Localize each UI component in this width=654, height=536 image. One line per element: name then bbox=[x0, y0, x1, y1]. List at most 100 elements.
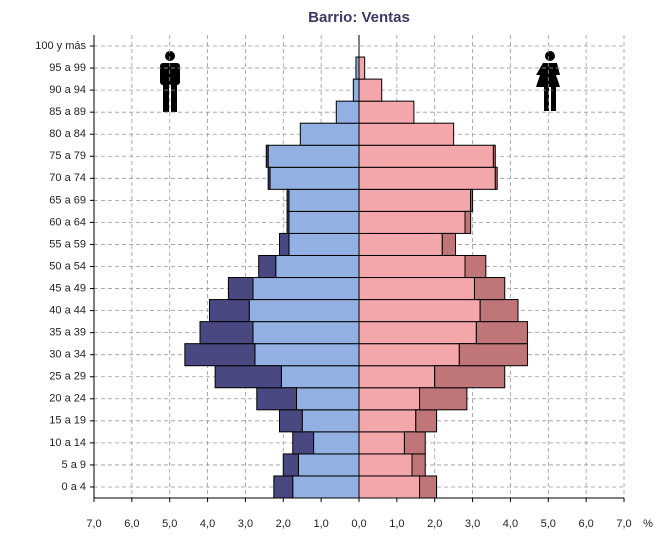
x-tick-label: 3,0 bbox=[238, 518, 253, 530]
bar bbox=[419, 387, 468, 411]
y-tick-label: 100 y más bbox=[35, 40, 86, 52]
x-tick-label: 4,0 bbox=[503, 518, 518, 530]
bar bbox=[358, 210, 466, 234]
male-icon bbox=[160, 51, 180, 112]
bar bbox=[282, 453, 299, 477]
bar bbox=[358, 56, 366, 80]
bar bbox=[358, 100, 415, 124]
y-tick-label: 0 a 4 bbox=[62, 481, 86, 493]
female-icon bbox=[536, 51, 560, 111]
y-tick-label: 25 a 29 bbox=[49, 371, 86, 383]
bar bbox=[208, 299, 250, 323]
bar bbox=[301, 409, 360, 433]
y-tick-label: 85 a 89 bbox=[49, 106, 86, 118]
bar bbox=[458, 343, 528, 367]
bar bbox=[464, 254, 487, 279]
x-tick-label: 1,0 bbox=[389, 518, 404, 530]
bar bbox=[214, 365, 282, 389]
bar bbox=[273, 475, 294, 499]
bar bbox=[286, 188, 290, 212]
bar bbox=[358, 188, 472, 212]
bar bbox=[296, 387, 360, 411]
x-tick-label: 4,0 bbox=[200, 518, 215, 530]
bar bbox=[358, 475, 421, 499]
x-tick-label: 2,0 bbox=[276, 518, 291, 530]
bar bbox=[335, 100, 360, 124]
x-tick-label: 0,0 bbox=[351, 518, 366, 530]
bar bbox=[286, 210, 290, 234]
x-tick-label: 6,0 bbox=[578, 518, 593, 530]
y-tick-label: 30 a 34 bbox=[49, 349, 86, 361]
bar bbox=[358, 299, 481, 323]
bar bbox=[473, 277, 506, 301]
bar bbox=[358, 409, 417, 433]
bar bbox=[299, 122, 360, 146]
bar bbox=[358, 122, 455, 146]
y-tick-label: 60 a 64 bbox=[49, 216, 86, 228]
x-tick-label: 7,0 bbox=[616, 518, 631, 530]
bar bbox=[358, 277, 475, 301]
bar bbox=[415, 409, 438, 433]
bar bbox=[252, 277, 360, 301]
x-tick-label: 5,0 bbox=[162, 518, 177, 530]
x-tick-label: 7,0 bbox=[86, 518, 101, 530]
bar bbox=[279, 409, 303, 433]
bar bbox=[358, 387, 421, 411]
bar bbox=[358, 232, 443, 256]
y-tick-label: 75 a 79 bbox=[49, 150, 86, 162]
bar bbox=[288, 188, 360, 212]
x-tick-label: 5,0 bbox=[541, 518, 556, 530]
y-tick-label: 15 a 19 bbox=[49, 415, 86, 427]
bar bbox=[269, 166, 360, 190]
bar bbox=[492, 144, 496, 168]
x-tick-label: 3,0 bbox=[465, 518, 480, 530]
bar bbox=[403, 431, 426, 455]
bar bbox=[292, 431, 315, 455]
bar bbox=[265, 144, 269, 168]
bar bbox=[256, 387, 298, 411]
bar bbox=[475, 321, 528, 345]
bar bbox=[184, 343, 256, 367]
y-tick-label: 70 a 74 bbox=[49, 172, 86, 184]
y-tick-label: 80 a 84 bbox=[49, 128, 86, 140]
y-tick-label: 10 a 14 bbox=[49, 437, 86, 449]
chart-title: Barrio: Ventas bbox=[308, 9, 410, 26]
y-tick-label: 35 a 39 bbox=[49, 327, 86, 339]
bar bbox=[275, 254, 360, 279]
bar bbox=[280, 365, 360, 389]
bar bbox=[464, 210, 472, 234]
bar bbox=[358, 78, 383, 102]
bar bbox=[227, 277, 254, 301]
y-tick-label: 55 a 59 bbox=[49, 238, 86, 250]
x-tick-label: 2,0 bbox=[427, 518, 442, 530]
y-tick-label: 40 a 44 bbox=[49, 305, 86, 317]
bar bbox=[434, 365, 506, 389]
bar bbox=[358, 254, 466, 279]
x-tick-label: 1,0 bbox=[313, 518, 328, 530]
y-tick-label: 50 a 54 bbox=[49, 260, 86, 272]
bar bbox=[441, 232, 457, 256]
bar bbox=[470, 188, 474, 212]
bar bbox=[358, 431, 405, 455]
bar bbox=[411, 453, 426, 477]
bar bbox=[258, 254, 277, 279]
bar bbox=[199, 321, 254, 345]
bar bbox=[358, 453, 413, 477]
y-tick-label: 65 a 69 bbox=[49, 194, 86, 206]
bar bbox=[358, 365, 436, 389]
bar bbox=[292, 475, 360, 499]
y-tick-label: 5 a 9 bbox=[62, 459, 86, 471]
bar bbox=[358, 166, 496, 190]
bar bbox=[267, 166, 271, 190]
bar bbox=[288, 232, 360, 256]
bar bbox=[267, 144, 360, 168]
bar bbox=[279, 232, 290, 256]
y-tick-label: 95 a 99 bbox=[49, 62, 86, 74]
bar bbox=[494, 166, 498, 190]
bar bbox=[358, 321, 477, 345]
bar bbox=[358, 343, 460, 367]
y-tick-label: 90 a 94 bbox=[49, 84, 86, 96]
bar bbox=[313, 431, 360, 455]
x-axis-label: % bbox=[643, 518, 653, 530]
